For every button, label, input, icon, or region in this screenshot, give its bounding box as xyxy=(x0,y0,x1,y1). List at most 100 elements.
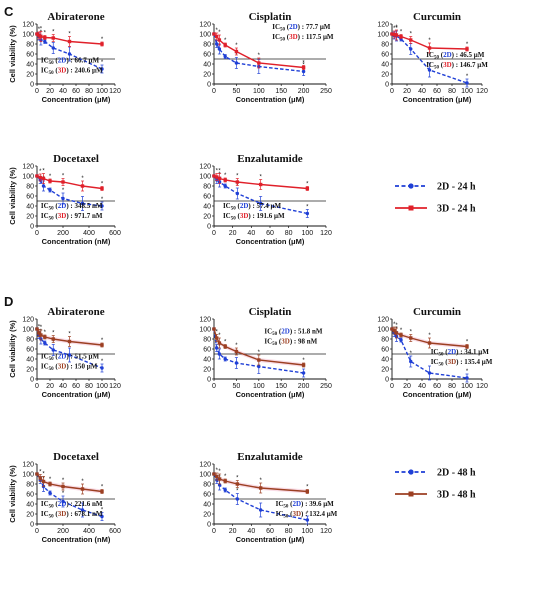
ic50-paren: ( xyxy=(54,353,59,361)
data-point-3d xyxy=(37,33,41,38)
ic50-subscript: 50 xyxy=(49,71,55,76)
y-tick-label: 120 xyxy=(377,316,389,323)
y-tick-label: 120 xyxy=(22,21,34,28)
y-tick-label: 0 xyxy=(207,81,211,88)
significance-star: * xyxy=(258,350,261,356)
significance-star: * xyxy=(410,351,413,357)
data-point-3d xyxy=(215,175,219,179)
data-point-2d xyxy=(61,196,65,201)
confidence-band xyxy=(37,327,102,347)
data-point-3d xyxy=(35,174,39,178)
ic50-paren: ( xyxy=(54,66,59,74)
ic50-annotation-3d: IC50 (3D) : 146.7 μM xyxy=(426,61,488,71)
data-point-3d xyxy=(39,34,43,39)
ic50-paren: ( xyxy=(54,363,59,371)
data-point-3d xyxy=(217,341,222,345)
data-point-3d xyxy=(41,479,46,484)
ic50-annotation-3d: IC50 (3D) : 98 nM xyxy=(264,337,317,347)
data-point-3d xyxy=(399,34,403,39)
significance-star: * xyxy=(38,27,41,33)
x-tick-label: 20 xyxy=(229,230,237,237)
y-tick-label: 80 xyxy=(26,336,34,343)
data-point-3d xyxy=(223,344,227,349)
ic50-annotation-3d: IC50 (3D) : 150 μM xyxy=(41,363,98,373)
x-tick-label: 60 xyxy=(266,230,274,237)
x-tick-label: 40 xyxy=(59,88,67,95)
ic50-paren: ( xyxy=(285,33,290,41)
x-tick-label: 20 xyxy=(46,383,54,390)
x-tick-label: 400 xyxy=(83,230,95,237)
y-axis-label: Cell viability (%) xyxy=(8,167,17,225)
x-tick-label: 100 xyxy=(461,383,473,390)
ic50-model-tag: 3D xyxy=(58,66,67,74)
ic50-value: ) : 51.8 nM xyxy=(290,327,323,335)
data-point-2d xyxy=(100,514,104,519)
significance-star: * xyxy=(40,27,43,33)
data-point-2d xyxy=(235,191,240,196)
ic50-prefix: IC xyxy=(41,500,49,508)
legend-label: 2D - 24 h xyxy=(437,182,476,193)
data-point-3d xyxy=(465,344,469,349)
data-point-3d xyxy=(100,343,104,347)
significance-star: * xyxy=(306,205,309,211)
data-point-3d xyxy=(100,42,104,46)
ic50-subscript: 50 xyxy=(434,56,440,61)
x-tick-label: 200 xyxy=(57,528,69,535)
ic50-subscript: 50 xyxy=(231,217,237,222)
ic50-subscript: 50 xyxy=(434,66,440,71)
chart-D-enzalutamide: Enzalutamide 0 20 40 60 80 100 120 0 20 40 60 80 100 1… xyxy=(199,451,337,544)
significance-star: * xyxy=(410,330,413,336)
significance-star: * xyxy=(49,174,52,180)
x-tick-label: 120 xyxy=(476,383,488,390)
significance-star: * xyxy=(218,30,221,36)
chart-title: Enzalutamide xyxy=(237,451,303,463)
significance-star: * xyxy=(236,489,239,495)
data-point-3d xyxy=(100,489,104,494)
x-tick-label: 100 xyxy=(253,88,265,95)
x-axis-label: Concentration (μM) xyxy=(236,95,305,104)
data-point-3d xyxy=(234,349,239,354)
ic50-model-tag: 2D xyxy=(58,202,67,210)
significance-star: * xyxy=(235,43,238,49)
significance-star: * xyxy=(62,188,65,194)
x-tick-label: 80 xyxy=(448,88,456,95)
y-tick-label: 120 xyxy=(377,21,389,28)
data-point-3d xyxy=(38,175,42,180)
data-point-2d xyxy=(223,357,227,361)
data-point-2d xyxy=(223,184,227,188)
y-tick-label: 100 xyxy=(22,471,34,478)
data-point-2d xyxy=(51,46,55,50)
significance-star: * xyxy=(44,330,47,336)
significance-star: * xyxy=(68,332,71,338)
x-tick-label: 20 xyxy=(229,528,237,535)
significance-star: * xyxy=(393,322,396,328)
x-tick-label: 40 xyxy=(418,88,426,95)
ic50-model-tag: 3D xyxy=(281,337,290,345)
data-point-3d xyxy=(409,336,413,340)
data-point-3d xyxy=(214,34,219,39)
y-tick-label: 40 xyxy=(203,203,211,210)
x-axis-label: Concentration (μM) xyxy=(42,390,111,399)
significance-star: * xyxy=(306,511,309,517)
ic50-annotation-2d: IC50 (2D) : 66.7 μM xyxy=(41,56,100,66)
significance-star: * xyxy=(52,30,55,36)
chart-title: Abiraterone xyxy=(47,306,104,318)
ic50-annotation-2d: IC50 (2D) : 221.6 nM xyxy=(41,500,103,510)
significance-star: * xyxy=(428,333,431,339)
y-tick-label: 20 xyxy=(203,213,211,220)
ic50-paren: ( xyxy=(54,500,59,508)
data-point-2d xyxy=(48,188,52,192)
significance-star: * xyxy=(62,478,65,484)
x-axis-label: Concentration (μM) xyxy=(42,95,111,104)
data-point-2d xyxy=(43,39,47,44)
data-point-2d xyxy=(235,497,240,501)
y-tick-label: 40 xyxy=(381,356,389,363)
data-point-3d xyxy=(48,482,52,486)
data-point-2d xyxy=(465,376,469,380)
significance-star: * xyxy=(42,472,45,478)
ic50-value: ) : 34.1 μM xyxy=(456,348,489,356)
ic50-annotation-3d: IC50 (3D) : 971.7 nM xyxy=(41,212,103,222)
data-point-3d xyxy=(215,474,219,479)
y-tick-label: 40 xyxy=(203,356,211,363)
significance-star: * xyxy=(40,325,43,331)
